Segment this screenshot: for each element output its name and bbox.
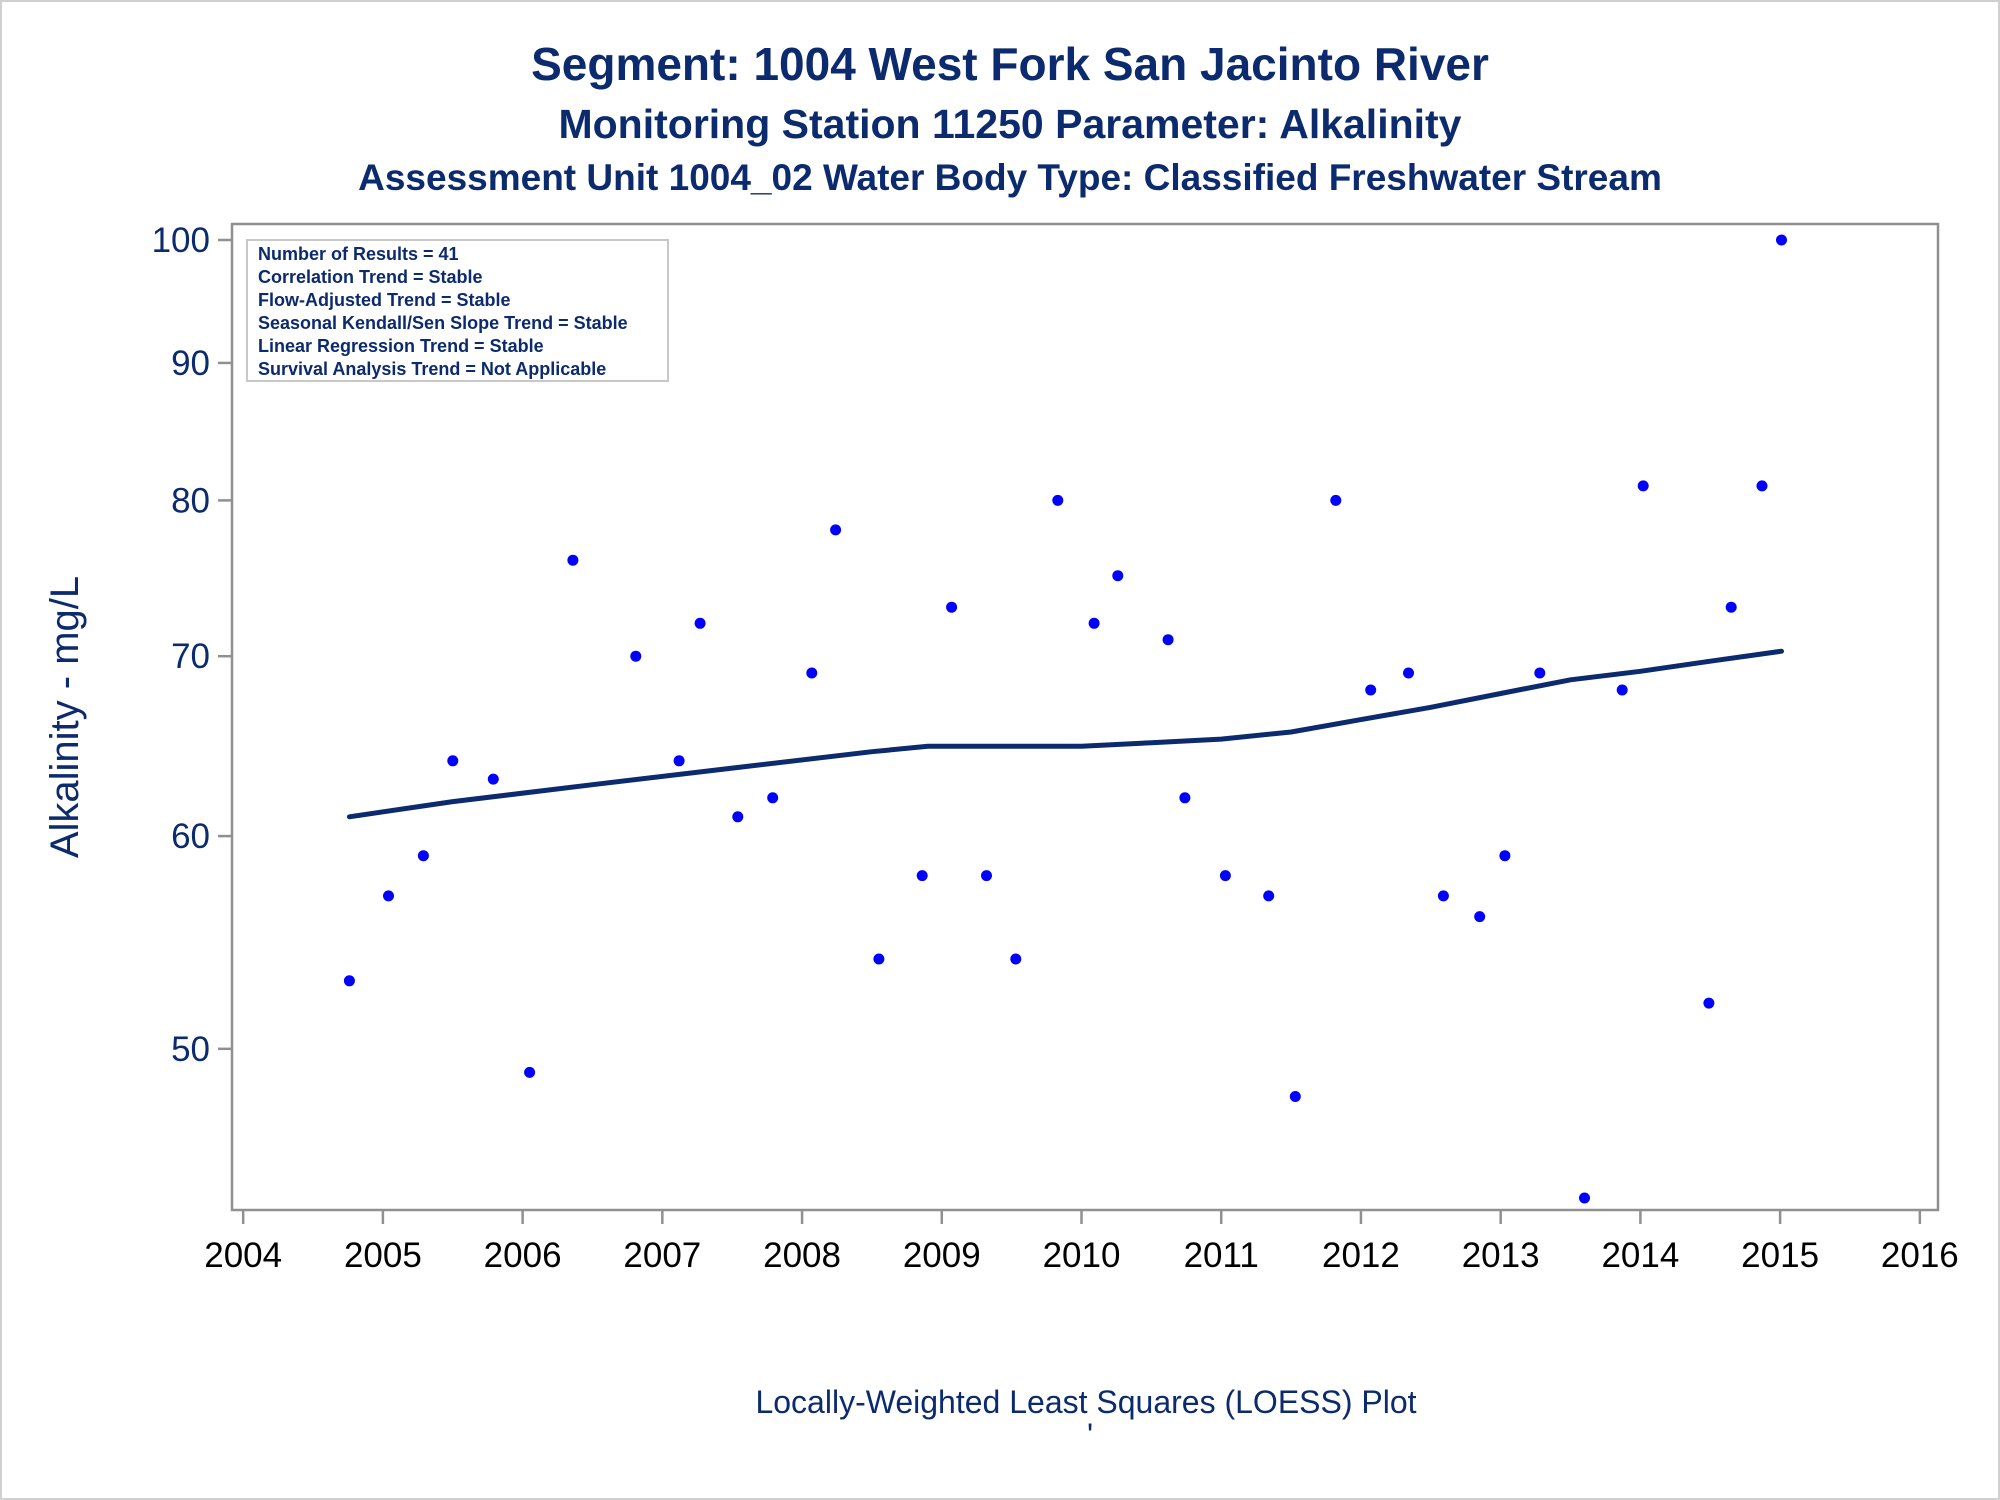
x-tick-label: 2012 bbox=[1322, 1236, 1400, 1275]
chart-subtitle: Monitoring Station 11250 Parameter: Alka… bbox=[558, 101, 1461, 147]
chart-footer: Locally-Weighted Least Squares (LOESS) P… bbox=[755, 1384, 1416, 1420]
data-point bbox=[1474, 911, 1486, 923]
y-tick-label: 100 bbox=[152, 221, 210, 260]
data-point bbox=[567, 554, 579, 566]
data-point bbox=[1010, 953, 1022, 965]
y-axis-label: Alkalinity - mg/L bbox=[43, 576, 87, 858]
y-tick-label: 70 bbox=[171, 637, 210, 676]
x-tick-label: 2005 bbox=[344, 1236, 422, 1275]
data-point bbox=[1534, 667, 1546, 679]
data-points-group bbox=[343, 234, 1787, 1204]
data-point bbox=[1112, 570, 1124, 582]
data-point bbox=[673, 755, 685, 767]
data-point bbox=[1052, 494, 1064, 506]
plot-area bbox=[230, 222, 1940, 1212]
loess-curve bbox=[346, 648, 1784, 820]
data-point bbox=[1219, 870, 1231, 882]
y-tick-label: 80 bbox=[171, 481, 210, 520]
data-point bbox=[1756, 480, 1768, 492]
data-point bbox=[1579, 1192, 1590, 1204]
data-point bbox=[873, 953, 885, 965]
data-point bbox=[1616, 684, 1628, 696]
data-point bbox=[1365, 684, 1377, 696]
data-point bbox=[1263, 890, 1275, 902]
data-point bbox=[1776, 234, 1787, 246]
data-point bbox=[981, 870, 992, 882]
data-point bbox=[524, 1066, 536, 1078]
inset-line: Survival Analysis Trend = Not Applicable bbox=[258, 359, 606, 379]
data-point bbox=[1725, 601, 1737, 613]
y-axis: 50 60 70 80 90 100 bbox=[152, 221, 232, 1069]
data-point bbox=[1088, 617, 1100, 629]
y-tick-label: 60 bbox=[171, 817, 210, 856]
data-point bbox=[630, 650, 642, 662]
inset-line: Correlation Trend = Stable bbox=[258, 267, 483, 287]
inset-box-border bbox=[246, 239, 669, 382]
x-tick-label: 2011 bbox=[1184, 1236, 1259, 1275]
data-point bbox=[1289, 1091, 1301, 1102]
x-tick-label: 2004 bbox=[204, 1236, 282, 1275]
data-point bbox=[767, 792, 779, 804]
data-point bbox=[732, 811, 744, 823]
x-tick-label: 2007 bbox=[623, 1236, 701, 1275]
data-point bbox=[487, 773, 499, 785]
x-tick-label: 2016 bbox=[1881, 1236, 1959, 1275]
data-point bbox=[447, 755, 459, 767]
data-point bbox=[383, 890, 394, 902]
data-point bbox=[806, 667, 818, 679]
data-point bbox=[916, 870, 928, 882]
data-point bbox=[417, 850, 429, 862]
data-point bbox=[1179, 792, 1191, 804]
data-point bbox=[1499, 850, 1511, 862]
data-point bbox=[343, 975, 355, 987]
x-axis: 2004 2005 2006 2007 2008 2009 2010 2011 2012 2013… bbox=[204, 1210, 1959, 1275]
inset-line: Linear Regression Trend = Stable bbox=[258, 336, 544, 356]
chart-subtitle-2: Assessment Unit 1004_02 Water Body Type:… bbox=[358, 157, 1662, 198]
data-point bbox=[1437, 890, 1449, 902]
inset-line: Seasonal Kendall/Sen Slope Trend = Stabl… bbox=[258, 313, 628, 333]
x-tick-label: 2009 bbox=[903, 1236, 981, 1275]
data-point bbox=[1162, 634, 1174, 646]
inset-line: Number of Results = 41 bbox=[258, 244, 459, 264]
inset-line: Flow-Adjusted Trend = Stable bbox=[258, 290, 511, 310]
x-tick-label: 2008 bbox=[763, 1236, 841, 1275]
x-tick-label: 2010 bbox=[1043, 1236, 1121, 1275]
x-tick-label: 2013 bbox=[1462, 1236, 1540, 1275]
data-point bbox=[1637, 480, 1649, 492]
data-point bbox=[1330, 494, 1342, 506]
footer-mark: ' bbox=[1087, 1417, 1093, 1453]
y-tick-label: 90 bbox=[171, 344, 210, 383]
data-point bbox=[830, 524, 842, 536]
x-tick-label: 2015 bbox=[1741, 1236, 1819, 1275]
stats-inset-box: Number of Results = 41 Correlation Trend… bbox=[246, 239, 669, 382]
data-point bbox=[1703, 997, 1715, 1009]
chart-title: Segment: 1004 West Fork San Jacinto Rive… bbox=[531, 38, 1489, 90]
x-tick-label: 2014 bbox=[1601, 1236, 1679, 1275]
data-point bbox=[1403, 667, 1414, 679]
data-point bbox=[694, 617, 706, 629]
y-tick-label: 50 bbox=[171, 1030, 210, 1069]
loess-curve-group bbox=[346, 648, 1784, 820]
data-point bbox=[946, 601, 958, 613]
x-tick-label: 2006 bbox=[484, 1236, 562, 1275]
